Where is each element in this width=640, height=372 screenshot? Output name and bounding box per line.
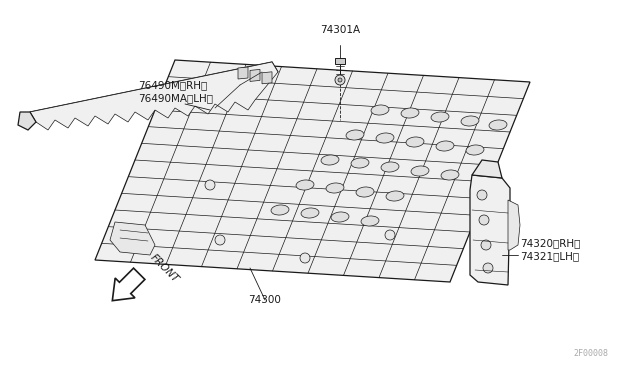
Circle shape <box>481 240 491 250</box>
Polygon shape <box>30 62 278 122</box>
Ellipse shape <box>401 108 419 118</box>
Circle shape <box>205 180 215 190</box>
Polygon shape <box>472 160 502 178</box>
Ellipse shape <box>361 216 379 226</box>
Polygon shape <box>95 60 530 282</box>
Polygon shape <box>110 222 155 255</box>
Circle shape <box>300 253 310 263</box>
Ellipse shape <box>441 170 459 180</box>
Polygon shape <box>250 70 260 81</box>
Circle shape <box>335 75 345 85</box>
Circle shape <box>479 215 489 225</box>
Text: 2F00008: 2F00008 <box>573 349 608 358</box>
Text: 76490MA（LH）: 76490MA（LH） <box>138 93 213 103</box>
Ellipse shape <box>489 120 507 130</box>
Ellipse shape <box>271 205 289 215</box>
Polygon shape <box>18 112 36 130</box>
Polygon shape <box>30 62 278 130</box>
Text: 74301A: 74301A <box>320 25 360 35</box>
Text: 74321（LH）: 74321（LH） <box>520 251 579 261</box>
Polygon shape <box>262 72 272 84</box>
Text: FRONT: FRONT <box>148 253 180 285</box>
Ellipse shape <box>386 191 404 201</box>
Ellipse shape <box>411 166 429 176</box>
Circle shape <box>483 263 493 273</box>
Ellipse shape <box>326 183 344 193</box>
Text: 74300: 74300 <box>248 295 281 305</box>
Text: 76490M（RH）: 76490M（RH） <box>138 80 207 90</box>
Circle shape <box>215 235 225 245</box>
Text: 74320（RH）: 74320（RH） <box>520 238 580 248</box>
Ellipse shape <box>346 130 364 140</box>
Ellipse shape <box>371 105 389 115</box>
Ellipse shape <box>301 208 319 218</box>
Circle shape <box>385 230 395 240</box>
Ellipse shape <box>461 116 479 126</box>
Polygon shape <box>470 175 510 285</box>
Circle shape <box>477 190 487 200</box>
Polygon shape <box>113 268 145 301</box>
Polygon shape <box>238 67 248 79</box>
Ellipse shape <box>351 158 369 168</box>
Ellipse shape <box>296 180 314 190</box>
Ellipse shape <box>466 145 484 155</box>
Polygon shape <box>508 200 520 250</box>
Ellipse shape <box>376 133 394 143</box>
Ellipse shape <box>331 212 349 222</box>
Ellipse shape <box>436 141 454 151</box>
Polygon shape <box>335 58 345 64</box>
Circle shape <box>338 78 342 82</box>
Ellipse shape <box>381 162 399 172</box>
Ellipse shape <box>431 112 449 122</box>
Ellipse shape <box>406 137 424 147</box>
Ellipse shape <box>321 155 339 165</box>
Ellipse shape <box>356 187 374 197</box>
